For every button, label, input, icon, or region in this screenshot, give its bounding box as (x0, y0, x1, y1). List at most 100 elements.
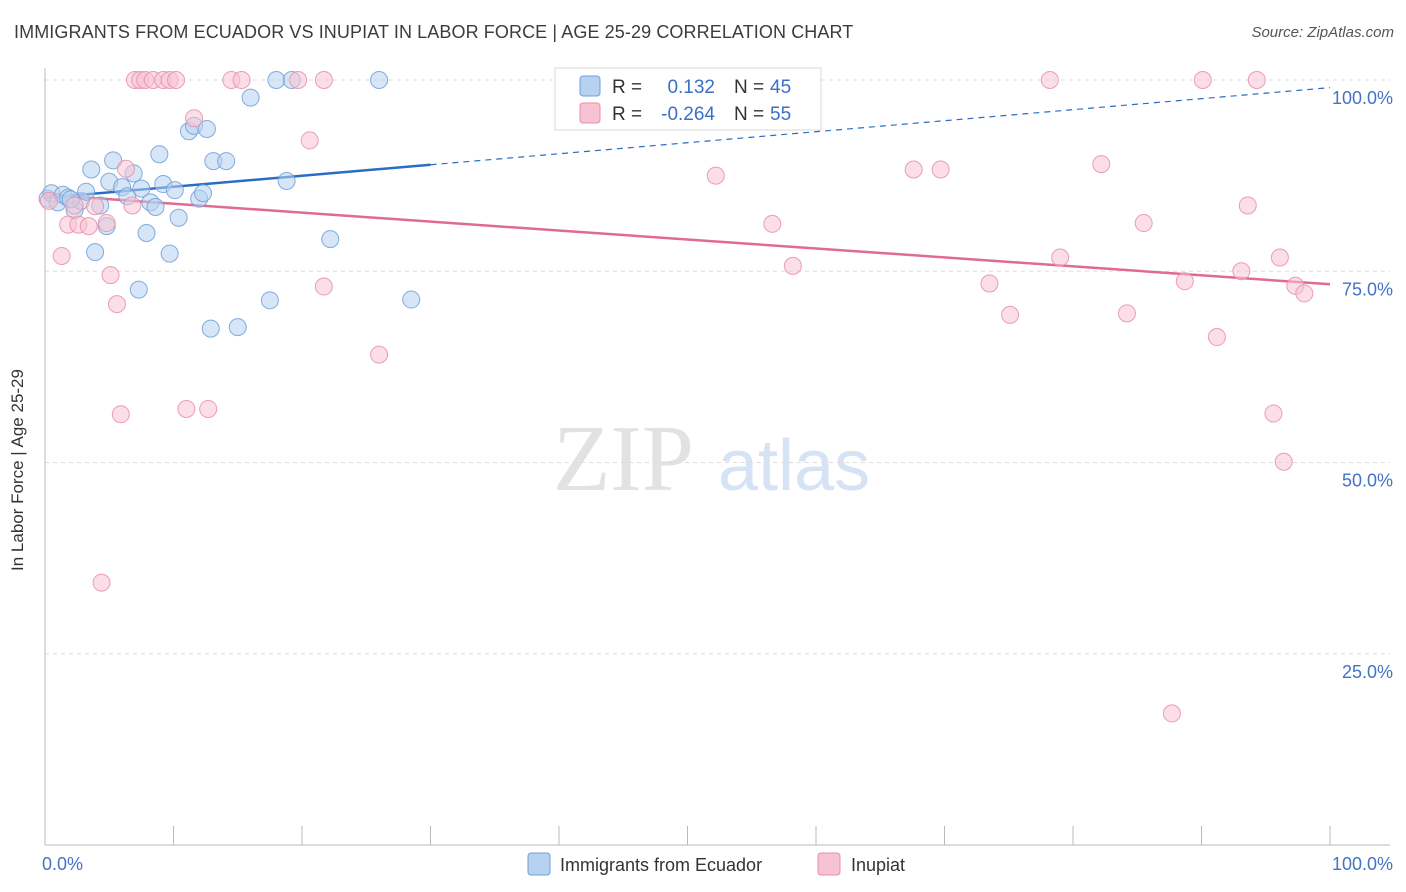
inupiat-point (116, 159, 135, 178)
ecuador-r-label: R = (612, 77, 642, 98)
inupiat-point (39, 191, 58, 210)
ecuador-point (201, 319, 220, 338)
ecuador-point (160, 244, 179, 263)
inupiat-point (314, 71, 333, 89)
ecuador-point (137, 224, 156, 242)
inupiat-point (1207, 328, 1226, 347)
x-tick-label: 0.0% (42, 854, 83, 874)
ecuador-point (104, 151, 123, 170)
ecuador-point (321, 230, 340, 249)
series-legend: Immigrants from Ecuador Inupiat (527, 852, 905, 876)
inupiat-point (370, 345, 389, 364)
ecuador-trend-line (44, 163, 431, 200)
data-points (38, 71, 1314, 723)
tick-labels: 100.0% 75.0% 50.0% 25.0% 0.0% 100.0% (42, 88, 1393, 874)
ecuador-point (217, 152, 236, 171)
inupiat-point (65, 196, 84, 215)
trend-lines (44, 87, 1331, 286)
ecuador-point (277, 171, 296, 190)
inupiat-point (111, 405, 130, 424)
ecuador-point (402, 290, 421, 309)
ecuador-point (194, 184, 213, 203)
inupiat-point (931, 160, 950, 179)
inupiat-swatch (579, 102, 601, 124)
inupiat-trend-line (44, 193, 1331, 286)
inupiat-point (52, 246, 71, 265)
inupiat-point (123, 196, 142, 215)
ecuador-point (197, 119, 216, 138)
inupiat-point (1264, 404, 1283, 423)
legend-ecuador-swatch (527, 852, 551, 876)
legend-inupiat-label: Inupiat (851, 855, 905, 875)
legend-inupiat-swatch (817, 852, 841, 876)
inupiat-point (97, 214, 116, 233)
ecuador-n-value: 45 (770, 77, 791, 98)
stats-legend: R = 0.132 N = 45 R = -0.264 N = 55 (554, 67, 822, 131)
inupiat-point (1238, 196, 1257, 215)
ecuador-point (165, 181, 184, 200)
inupiat-point (783, 256, 802, 275)
ecuador-point (77, 182, 96, 201)
inupiat-point (314, 277, 333, 296)
ecuador-point (146, 197, 165, 216)
ecuador-point (228, 318, 247, 337)
inupiat-point (1274, 452, 1293, 471)
inupiat-point (904, 160, 923, 179)
ecuador-point (129, 280, 148, 299)
inupiat-point (1051, 248, 1070, 267)
inupiat-point (101, 266, 120, 285)
inupiat-point (763, 214, 782, 233)
ecuador-point (260, 291, 279, 310)
x-tick-label: 100.0% (1332, 854, 1393, 874)
ecuador-point (82, 160, 101, 179)
inupiat-point (177, 399, 196, 418)
inupiat-point (1175, 272, 1194, 291)
inupiat-r-value: -0.264 (661, 104, 715, 125)
inupiat-point (1270, 248, 1289, 267)
y-tick-label: 50.0% (1342, 471, 1393, 491)
axes (44, 68, 1390, 846)
inupiat-point (79, 217, 98, 236)
inupiat-point (706, 166, 725, 185)
ecuador-r-value: 0.132 (667, 77, 715, 98)
ecuador-point (267, 71, 286, 89)
inupiat-point (185, 109, 204, 128)
inupiat-point (980, 274, 999, 293)
inupiat-point (1001, 305, 1020, 324)
ecuador-point (86, 243, 105, 262)
inupiat-point (167, 71, 186, 89)
source-label: Source: ZipAtlas.com (1251, 24, 1394, 41)
ecuador-trend-extension (430, 87, 1331, 166)
ecuador-n-label: N = (734, 77, 764, 98)
ecuador-point (241, 88, 260, 107)
y-tick-label: 25.0% (1342, 662, 1393, 682)
inupiat-point (1117, 304, 1136, 323)
inupiat-point (1193, 71, 1212, 89)
inupiat-point (1295, 284, 1314, 303)
ecuador-swatch (579, 75, 601, 97)
inupiat-point (1162, 704, 1181, 723)
inupiat-point (1040, 71, 1059, 89)
legend-ecuador-label: Immigrants from Ecuador (560, 855, 762, 875)
inupiat-point (199, 399, 218, 418)
y-tick-label: 75.0% (1342, 279, 1393, 299)
watermark-atlas: atlas (718, 426, 870, 506)
ecuador-point (169, 208, 188, 227)
inupiat-point (1134, 214, 1153, 233)
inupiat-n-label: N = (734, 104, 764, 125)
inupiat-point (1232, 262, 1251, 281)
inupiat-n-value: 55 (770, 104, 791, 125)
inupiat-point (1092, 155, 1111, 174)
grid-lines (45, 79, 1390, 655)
chart-title: IMMIGRANTS FROM ECUADOR VS INUPIAT IN LA… (14, 22, 854, 42)
inupiat-point (289, 71, 308, 89)
ecuador-point (132, 179, 151, 198)
ecuador-point (370, 71, 389, 89)
inupiat-r-label: R = (612, 104, 642, 125)
inupiat-point (232, 71, 251, 89)
watermark-zip: ZIP (553, 407, 694, 511)
y-tick-label: 100.0% (1332, 88, 1393, 108)
ecuador-point (150, 145, 169, 164)
inupiat-point (107, 295, 126, 314)
inupiat-point (86, 197, 105, 216)
